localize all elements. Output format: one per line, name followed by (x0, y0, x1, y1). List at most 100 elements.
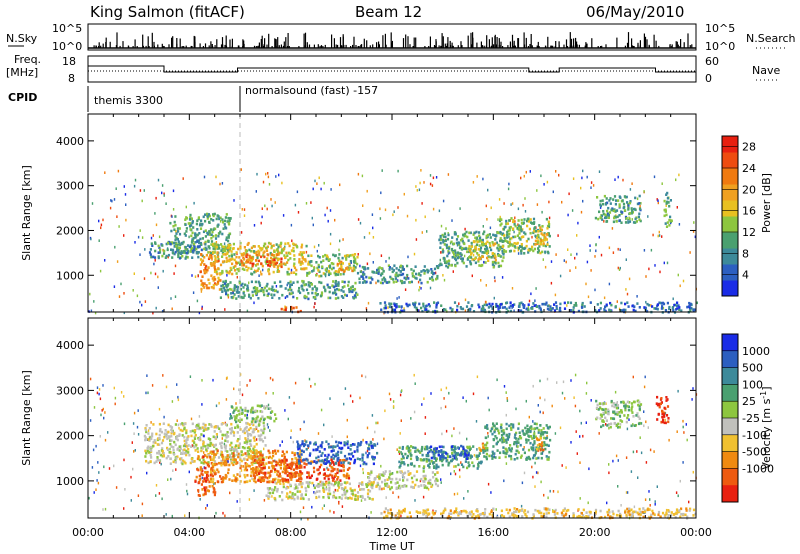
data-cell (210, 274, 213, 277)
data-cell (521, 303, 524, 306)
power-colorbar-label: Power [dB] (760, 173, 773, 233)
nsky-mark (199, 43, 201, 48)
scatter-cell (539, 410, 541, 414)
data-cell (614, 210, 617, 213)
scatter-cell (157, 275, 159, 279)
scatter-cell (113, 285, 116, 288)
nsky-mark (511, 34, 514, 48)
data-cell (422, 304, 425, 308)
scatter-cell (400, 419, 402, 422)
scatter-cell (595, 243, 597, 246)
data-cell (209, 470, 213, 474)
nsky-mark (331, 34, 333, 48)
data-cell (318, 270, 321, 273)
data-cell (215, 447, 218, 451)
data-cell (594, 309, 597, 312)
scatter-cell (305, 250, 308, 254)
data-cell (225, 269, 228, 273)
data-cell (307, 281, 310, 284)
scatter-cell (314, 179, 316, 183)
data-cell (506, 233, 509, 236)
data-cell (482, 310, 485, 313)
data-cell (375, 271, 378, 274)
data-cell (638, 218, 641, 221)
data-cell (240, 295, 243, 299)
data-cell (334, 482, 337, 486)
data-cell (356, 495, 359, 498)
scatter-cell (392, 491, 394, 494)
data-cell (199, 270, 202, 274)
data-cell (602, 202, 605, 206)
data-cell (212, 242, 215, 246)
data-cell (242, 252, 246, 255)
data-cell (676, 304, 679, 307)
data-cell (282, 479, 285, 483)
data-cell (260, 433, 263, 437)
scatter-cell (413, 252, 416, 256)
data-cell (348, 262, 351, 266)
data-cell (663, 214, 666, 218)
scatter-cell (225, 398, 228, 401)
data-cell (218, 278, 221, 282)
scatter-cell (616, 300, 618, 303)
data-cell (210, 240, 214, 243)
data-cell (202, 429, 205, 432)
data-cell (262, 424, 266, 428)
data-cell (322, 259, 325, 262)
data-cell (289, 287, 292, 291)
scatter-cell (456, 243, 459, 247)
data-cell (596, 303, 599, 306)
scatter-cell (211, 258, 213, 261)
scatter-cell (304, 439, 306, 442)
nsky-mark (183, 46, 185, 48)
data-cell (390, 302, 393, 306)
data-cell (219, 263, 223, 267)
data-cell (213, 265, 216, 268)
data-cell (196, 468, 199, 471)
scatter-cell (261, 215, 263, 219)
data-cell (523, 252, 526, 255)
data-cell (468, 231, 471, 235)
data-cell (218, 461, 221, 465)
scatter-cell (366, 262, 369, 266)
data-cell (229, 447, 232, 451)
data-cell (317, 269, 320, 272)
scatter-cell (314, 302, 316, 305)
data-cell (258, 476, 261, 479)
data-cell (273, 258, 276, 261)
data-cell (241, 430, 245, 433)
scatter-cell (342, 238, 344, 241)
data-cell (172, 448, 175, 452)
nsky-mark (671, 46, 673, 48)
data-cell (229, 443, 232, 447)
data-cell (395, 280, 398, 283)
data-cell (302, 289, 305, 292)
scatter-cell (392, 213, 394, 217)
data-cell (255, 259, 258, 262)
data-cell (408, 281, 411, 284)
scatter-cell (431, 483, 434, 487)
scatter-cell (213, 482, 215, 485)
nsky-mark (148, 46, 150, 48)
data-cell (270, 456, 273, 460)
data-cell (247, 266, 250, 270)
data-cell (307, 484, 310, 488)
data-cell (368, 276, 371, 280)
data-cell (267, 241, 271, 245)
nsky-mark (538, 46, 540, 48)
data-cell (241, 446, 244, 449)
scatter-cell (376, 442, 379, 446)
data-cell (210, 218, 213, 221)
scatter-cell (423, 397, 425, 400)
data-cell (638, 207, 642, 210)
scatter-cell (97, 481, 100, 485)
data-cell (158, 459, 161, 462)
data-cell (614, 202, 617, 206)
scatter-cell (542, 411, 544, 415)
data-cell (280, 248, 284, 251)
scatter-cell (551, 404, 553, 408)
data-cell (473, 249, 477, 253)
data-cell (208, 423, 211, 426)
data-cell (235, 478, 238, 481)
scatter-cell (255, 427, 258, 430)
